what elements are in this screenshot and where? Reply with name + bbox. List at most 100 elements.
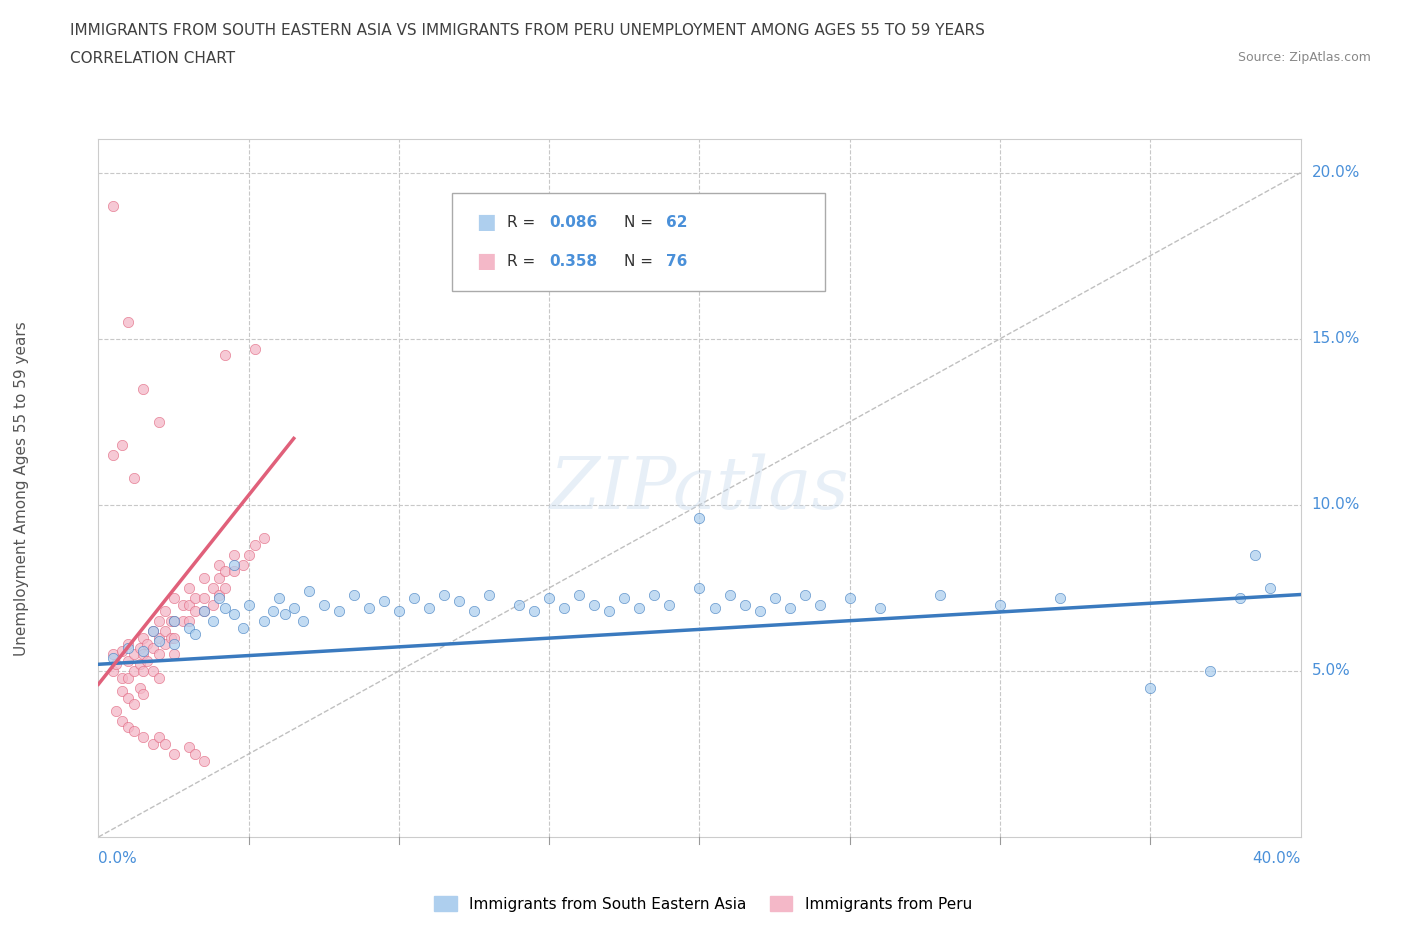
Text: IMMIGRANTS FROM SOUTH EASTERN ASIA VS IMMIGRANTS FROM PERU UNEMPLOYMENT AMONG AG: IMMIGRANTS FROM SOUTH EASTERN ASIA VS IM… xyxy=(70,23,986,38)
Point xyxy=(124,724,146,738)
Point xyxy=(117,314,139,329)
Point xyxy=(103,650,125,665)
Point xyxy=(201,597,224,612)
Point xyxy=(183,604,205,618)
Point xyxy=(1260,580,1282,595)
Point xyxy=(553,601,575,616)
Point xyxy=(103,647,125,662)
Point xyxy=(388,604,411,618)
Point xyxy=(568,587,591,602)
Point xyxy=(105,703,128,718)
Text: ZIPatlas: ZIPatlas xyxy=(550,453,849,524)
Point xyxy=(193,591,215,605)
Point xyxy=(208,570,231,585)
Point xyxy=(132,647,155,662)
Point xyxy=(159,631,181,645)
Text: N =: N = xyxy=(624,215,658,230)
Point xyxy=(447,593,470,608)
Point xyxy=(214,580,236,595)
Point xyxy=(129,657,152,671)
Point xyxy=(312,597,335,612)
Point xyxy=(478,587,501,602)
Point xyxy=(117,637,139,652)
Point xyxy=(232,620,254,635)
Point xyxy=(183,747,205,762)
Point xyxy=(869,601,891,616)
Point xyxy=(129,680,152,695)
Point xyxy=(238,547,260,562)
Text: R =: R = xyxy=(508,215,540,230)
Point xyxy=(628,601,651,616)
Point xyxy=(183,591,205,605)
Point xyxy=(208,591,231,605)
Point xyxy=(111,438,134,453)
Point xyxy=(148,633,170,648)
Point xyxy=(298,584,321,599)
Point xyxy=(148,647,170,662)
Point xyxy=(208,587,231,602)
Point xyxy=(193,604,215,618)
Point xyxy=(357,601,380,616)
Point xyxy=(132,381,155,396)
Text: ■: ■ xyxy=(475,251,496,272)
Point xyxy=(214,564,236,578)
Point xyxy=(643,587,665,602)
Point xyxy=(117,671,139,685)
Point xyxy=(148,631,170,645)
Point xyxy=(343,587,366,602)
Point xyxy=(183,627,205,642)
Point xyxy=(463,604,485,618)
Text: N =: N = xyxy=(624,254,658,269)
Text: 5.0%: 5.0% xyxy=(1312,663,1351,678)
Point xyxy=(538,591,561,605)
Point xyxy=(703,601,725,616)
Point xyxy=(132,663,155,678)
Text: 20.0%: 20.0% xyxy=(1312,166,1360,180)
Text: Source: ZipAtlas.com: Source: ZipAtlas.com xyxy=(1237,51,1371,64)
Point xyxy=(141,737,163,751)
Point xyxy=(1229,591,1251,605)
Point xyxy=(162,747,184,762)
Point xyxy=(177,580,200,595)
Point xyxy=(243,538,266,552)
Point xyxy=(779,601,801,616)
Point xyxy=(201,614,224,629)
Point xyxy=(124,647,146,662)
Point xyxy=(763,591,786,605)
Point xyxy=(172,614,194,629)
Point xyxy=(238,597,260,612)
Point xyxy=(598,604,620,618)
Point xyxy=(201,580,224,595)
Point xyxy=(159,614,181,629)
Point xyxy=(838,591,860,605)
Point xyxy=(253,531,276,546)
Point xyxy=(124,663,146,678)
Point xyxy=(103,447,125,462)
Point xyxy=(117,640,139,655)
Point xyxy=(988,597,1011,612)
Point xyxy=(583,597,606,612)
Point xyxy=(291,614,314,629)
Point xyxy=(105,657,128,671)
Point xyxy=(153,637,176,652)
Text: Unemployment Among Ages 55 to 59 years: Unemployment Among Ages 55 to 59 years xyxy=(14,321,28,656)
Point xyxy=(148,614,170,629)
Point xyxy=(208,557,231,572)
Point xyxy=(523,604,546,618)
Point xyxy=(153,604,176,618)
Point xyxy=(132,686,155,701)
Point xyxy=(117,654,139,669)
Point xyxy=(232,557,254,572)
Point xyxy=(402,591,425,605)
Point xyxy=(162,591,184,605)
Point xyxy=(734,597,756,612)
Point xyxy=(148,671,170,685)
Text: 0.086: 0.086 xyxy=(548,215,598,230)
Point xyxy=(222,607,245,622)
Point xyxy=(748,604,770,618)
Point xyxy=(117,720,139,735)
Point xyxy=(373,593,395,608)
Point xyxy=(214,348,236,363)
Point xyxy=(124,471,146,485)
Point xyxy=(274,607,297,622)
